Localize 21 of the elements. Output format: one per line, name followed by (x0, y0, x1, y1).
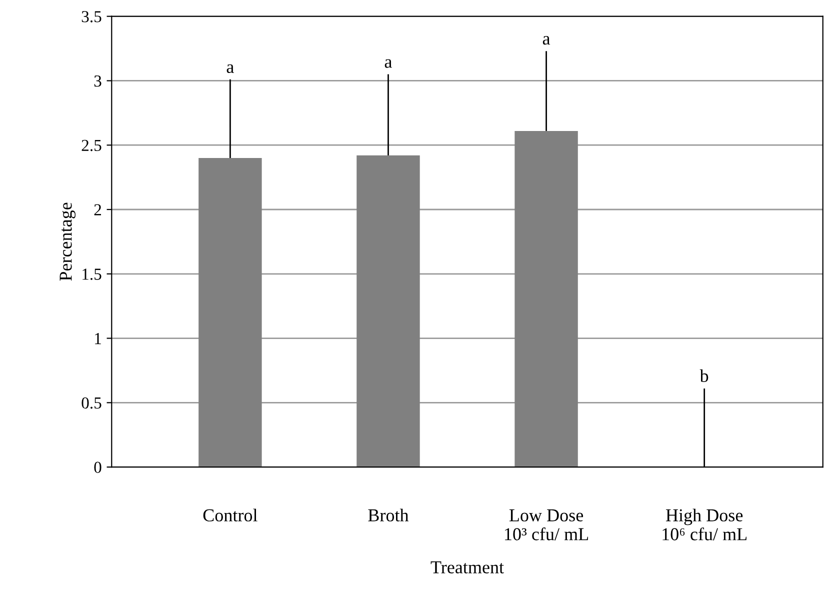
y-tick-label: 2.5 (82, 140, 102, 152)
annotation: b (700, 369, 708, 382)
x-axis-title: Treatment (430, 561, 504, 574)
bar (198, 158, 262, 468)
annotation: a (226, 64, 234, 73)
y-tick-label: 0.5 (82, 397, 102, 409)
x-tick-label: Low Dose 10³ cfu/ mL (505, 509, 588, 540)
y-tick-label: 2 (94, 204, 102, 216)
y-tick-label: 3.5 (82, 11, 102, 22)
y-tick-label: 1.5 (82, 268, 102, 280)
x-tick-label: Broth (368, 508, 409, 522)
bar (356, 155, 420, 468)
y-tick-label: 1 (95, 333, 101, 344)
y-axis-title: Percentage (60, 202, 76, 281)
y-tick-label: 3 (94, 75, 102, 87)
x-tick-label: High Dose 10⁶ cfu/ mL (662, 508, 747, 540)
y-tick-label: 0 (94, 462, 102, 474)
annotation: a (542, 36, 550, 45)
bar (514, 130, 578, 468)
annotation: a (384, 59, 392, 68)
x-tick-label: Control (203, 508, 258, 522)
